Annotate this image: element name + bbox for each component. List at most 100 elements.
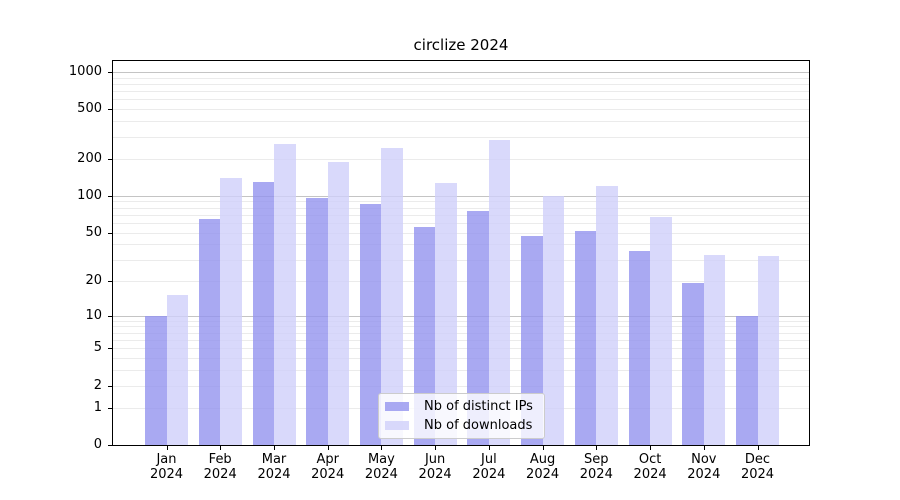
x-tick-month: Jul (481, 452, 497, 467)
x-tick-label-mar: Mar 2024 (242, 452, 306, 482)
gridline-minor (113, 385, 809, 387)
x-tick-month: Aug (529, 452, 556, 467)
x-tick-year: 2024 (526, 467, 560, 482)
x-tick-label-feb: Feb 2024 (188, 452, 252, 482)
y-tick-label-200: 200 (77, 150, 102, 166)
gridline-minor (113, 207, 809, 209)
bar-nb-of-distinct-ips-nov (682, 283, 704, 445)
x-tick-year: 2024 (149, 467, 184, 482)
gridline-minor (113, 121, 809, 123)
gridline-minor (113, 326, 809, 328)
x-tick-month: May (367, 452, 395, 467)
gridline-minor (113, 259, 809, 261)
x-tick-feb (220, 446, 222, 450)
bar-nb-of-downloads-nov (703, 254, 726, 445)
x-tick-month: Nov (691, 452, 717, 467)
y-tick-0 (108, 445, 112, 446)
gridline-minor (113, 109, 809, 111)
legend-item-downloads: Nb of downloads (385, 417, 538, 434)
x-tick-year: 2024 (740, 467, 775, 482)
legend: Nb of distinct IPs Nb of downloads (378, 393, 545, 439)
x-tick-year: 2024 (687, 467, 721, 482)
gridline-minor (113, 91, 809, 92)
x-tick-jun (435, 446, 437, 450)
x-tick-label-nov: Nov 2024 (672, 452, 736, 482)
bar-nb-of-downloads-jan (166, 295, 188, 445)
bar-nb-of-downloads-jul (488, 140, 511, 445)
x-tick-oct (650, 446, 652, 450)
x-tick-jul (488, 446, 490, 450)
gridline-minor (113, 136, 809, 138)
bar-nb-of-distinct-ips-sep (574, 230, 597, 445)
gridline-major (113, 315, 809, 317)
gridline-minor (113, 99, 809, 101)
legend-swatch-downloads-icon (385, 421, 409, 430)
gridline-minor (113, 232, 809, 234)
legend-label-downloads: Nb of downloads (424, 417, 533, 433)
x-tick-month: Jan (156, 452, 177, 467)
y-tick-label-50: 50 (85, 224, 102, 240)
x-tick-month: Mar (261, 452, 287, 467)
y-tick-label-1000: 1000 (68, 63, 102, 79)
x-tick-label-oct: Oct 2024 (618, 452, 682, 482)
x-tick-may (381, 446, 383, 450)
y-tick-2 (108, 385, 112, 387)
y-tick-1 (108, 407, 112, 409)
y-tick-500 (108, 109, 112, 111)
x-tick-year: 2024 (472, 467, 506, 482)
legend-item-distinct-ips: Nb of distinct IPs (385, 398, 538, 415)
x-tick-month: Oct (638, 452, 662, 467)
x-tick-label-dec: Dec 2024 (726, 452, 790, 482)
x-tick-label-jul: Jul 2024 (457, 452, 521, 482)
chart-title: circlize 2024 (413, 36, 509, 54)
y-tick-label-20: 20 (85, 272, 102, 288)
x-tick-month: Apr (316, 452, 339, 467)
gridline-minor (113, 339, 809, 341)
bar-nb-of-downloads-apr (327, 162, 350, 445)
y-tick-label-0: 0 (93, 437, 102, 452)
gridline-major (113, 195, 809, 197)
gridline-minor (113, 370, 809, 372)
gridline-minor (113, 158, 809, 160)
x-tick-year: 2024 (633, 467, 667, 482)
gridline-minor (113, 77, 809, 79)
x-tick-month: Feb (208, 452, 232, 467)
legend-label-distinct-ips: Nb of distinct IPs (424, 398, 533, 414)
x-tick-dec (757, 446, 759, 450)
plot-inner: Nb of distinct IPs Nb of downloads (113, 61, 809, 445)
x-tick-year: 2024 (364, 467, 398, 482)
bar-nb-of-downloads-feb (220, 177, 242, 445)
x-tick-label-apr: Apr 2024 (296, 452, 360, 482)
x-tick-month: Sep (584, 452, 609, 467)
gridline-minor (113, 348, 809, 350)
bar-nb-of-downloads-aug (542, 195, 565, 445)
y-tick-100 (108, 195, 112, 197)
y-tick-label-10: 10 (85, 307, 102, 323)
y-tick-10 (108, 315, 112, 317)
x-tick-label-jun: Jun 2024 (403, 452, 467, 482)
x-tick-mar (274, 446, 275, 450)
bar-nb-of-distinct-ips-jan (145, 315, 167, 445)
y-tick-20 (108, 280, 112, 282)
y-tick-label-2: 2 (93, 377, 102, 393)
bar-nb-of-downloads-mar (274, 144, 296, 445)
legend-swatch-distinct-ips-icon (385, 402, 409, 411)
bar-nb-of-downloads-dec (757, 256, 779, 445)
x-tick-year: 2024 (257, 467, 291, 482)
x-tick-year: 2024 (203, 467, 237, 482)
x-tick-year: 2024 (311, 467, 345, 482)
y-tick-label-500: 500 (77, 101, 102, 117)
x-tick-nov (703, 446, 705, 450)
x-tick-label-jan: Jan 2024 (135, 452, 199, 482)
x-tick-month: Dec (744, 452, 771, 467)
bar-nb-of-downloads-may (381, 148, 403, 445)
x-tick-apr (327, 446, 329, 450)
x-tick-year: 2024 (579, 467, 613, 482)
y-tick-label-1: 1 (93, 399, 102, 415)
bar-nb-of-distinct-ips-oct (628, 251, 651, 445)
bar-nb-of-distinct-ips-may (359, 203, 382, 445)
x-tick-month: Jun (424, 452, 446, 467)
bar-nb-of-distinct-ips-apr (306, 198, 328, 445)
plot-area: Nb of distinct IPs Nb of downloads (112, 60, 810, 446)
